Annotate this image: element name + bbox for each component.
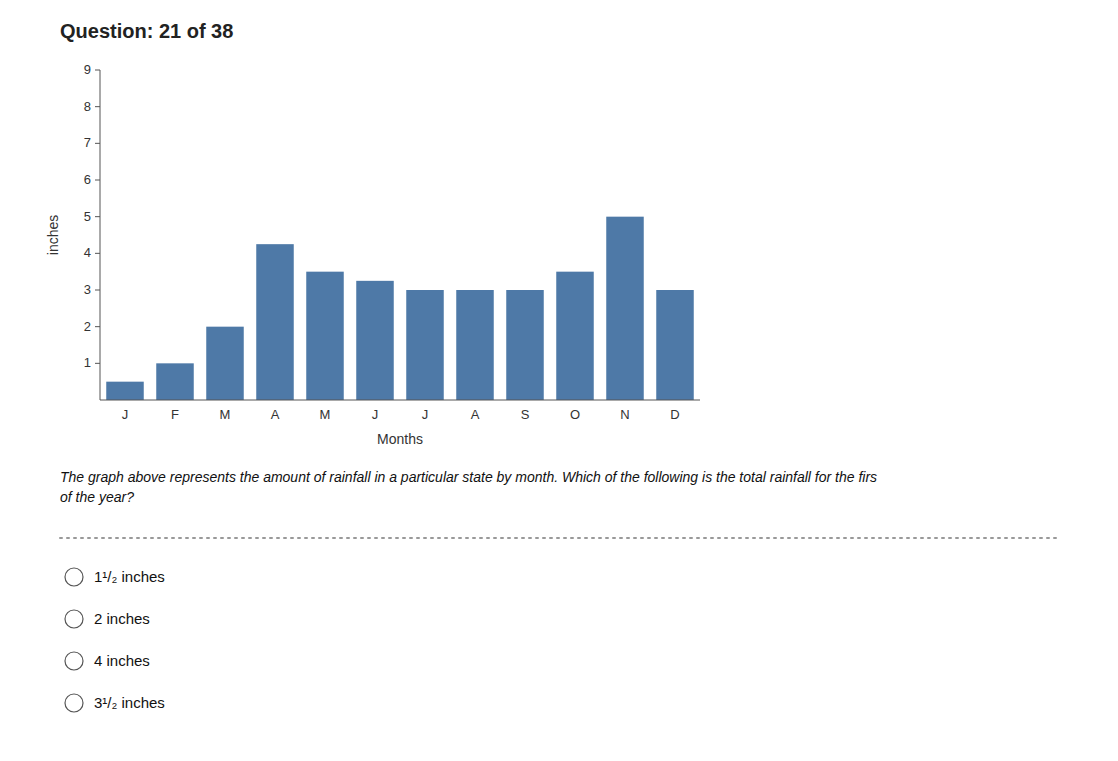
bar: [306, 272, 344, 400]
bar: [556, 272, 594, 400]
title: Question: 21 of 38: [60, 20, 233, 42]
y-tick-label: 8: [84, 99, 91, 114]
y-tick: [95, 143, 100, 144]
choice-text: 1¹/₂ inches: [94, 568, 165, 585]
y-tick: [95, 363, 100, 364]
y-tick-label: 9: [84, 62, 91, 77]
y-tick-label: 7: [84, 135, 91, 150]
bar: [656, 290, 694, 400]
y-tick: [95, 180, 100, 181]
y-axis-label: inches: [45, 215, 61, 255]
choice-text: 4 inches: [94, 652, 150, 669]
bar: [456, 290, 494, 400]
question-line: of the year?: [60, 489, 134, 505]
separator: [60, 537, 1060, 539]
radio-button: [65, 610, 83, 628]
y-tick: [95, 253, 100, 254]
radio-button: [65, 652, 83, 670]
choice-text: 2 inches: [94, 610, 150, 627]
x-tick-label: J: [422, 407, 429, 422]
y-tick: [95, 106, 100, 107]
x-tick-label: M: [220, 407, 231, 422]
bars: [106, 217, 694, 400]
question-text: The graph above represents the amount of…: [60, 469, 877, 505]
x-tick-label: M: [320, 407, 331, 422]
y-tick-label: 2: [84, 319, 91, 334]
background: [0, 0, 1118, 761]
bar: [156, 363, 194, 400]
x-axis-line: [100, 400, 700, 401]
y-axis-line: [100, 70, 101, 400]
question-line: The graph above represents the amount of…: [60, 469, 877, 485]
x-tick-label: S: [521, 407, 530, 422]
x-tick-label: A: [271, 407, 280, 422]
y-tick-label: 3: [84, 282, 91, 297]
y-tick: [95, 70, 100, 71]
bar: [106, 382, 144, 400]
chart-svg: Question: 21 of 38 1 2 3 4 5 6 7 8 9 J F M A M J J A S O N D M…: [0, 0, 1118, 761]
radio-button: [65, 568, 83, 586]
bar: [356, 281, 394, 400]
bar: [606, 217, 644, 400]
choice-text: 3¹/₂ inches: [94, 694, 165, 711]
x-tick-label: N: [620, 407, 629, 422]
y-tick-label: 6: [84, 172, 91, 187]
bar: [406, 290, 444, 400]
radio-button: [65, 694, 83, 712]
chart-container: Question: 21 of 38 1 2 3 4 5 6 7 8 9 J F M A M J J A S O N D M…: [0, 0, 1118, 761]
y-tick: [95, 290, 100, 291]
x-axis-label: Months: [377, 431, 423, 447]
y-tick-label: 5: [84, 209, 91, 224]
bar: [206, 327, 244, 400]
y-tick: [95, 216, 100, 217]
y-tick-label: 4: [84, 245, 91, 260]
y-tick: [95, 326, 100, 327]
y-tick-label: 1: [84, 355, 91, 370]
bar: [256, 244, 294, 400]
x-tick-label: A: [471, 407, 480, 422]
x-tick-label: F: [171, 407, 179, 422]
bar: [506, 290, 544, 400]
axes: 1 2 3 4 5 6 7 8 9 J F M A M J J A S O N D: [84, 62, 700, 422]
x-tick-label: J: [372, 407, 379, 422]
x-tick-label: O: [570, 407, 580, 422]
x-tick-label: D: [670, 407, 679, 422]
x-tick-label: J: [122, 407, 129, 422]
